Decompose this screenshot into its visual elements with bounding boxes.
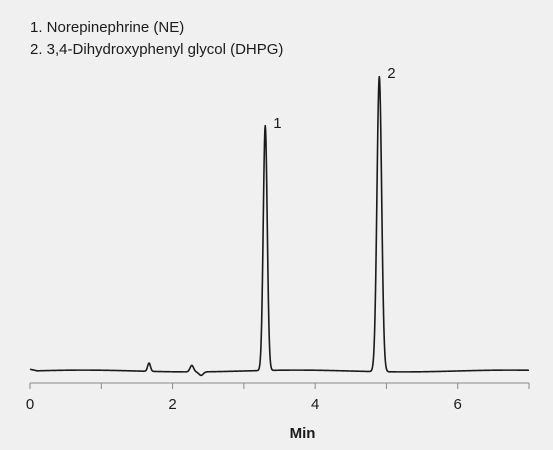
x-tick-label: 2 <box>168 396 176 413</box>
peak-labels: 12 <box>273 65 395 132</box>
x-axis-label: Min <box>290 425 316 442</box>
legend: 1. Norepinephrine (NE) 2. 3,4-Dihydroxyp… <box>30 17 283 61</box>
x-axis-ticks <box>29 383 530 389</box>
peak-label: 2 <box>387 65 395 82</box>
chromatogram-trace <box>29 75 530 377</box>
legend-item-1: 1. Norepinephrine (NE) <box>30 19 185 36</box>
x-tick-label: 6 <box>454 396 462 413</box>
peak-label: 1 <box>273 115 281 132</box>
x-tick-label: 0 <box>26 396 34 413</box>
x-axis-tick-labels: 0 2 4 6 <box>26 396 462 413</box>
x-tick-label: 4 <box>311 396 319 413</box>
legend-item-2: 2. 3,4-Dihydroxyphenyl glycol (DHPG) <box>30 41 284 58</box>
